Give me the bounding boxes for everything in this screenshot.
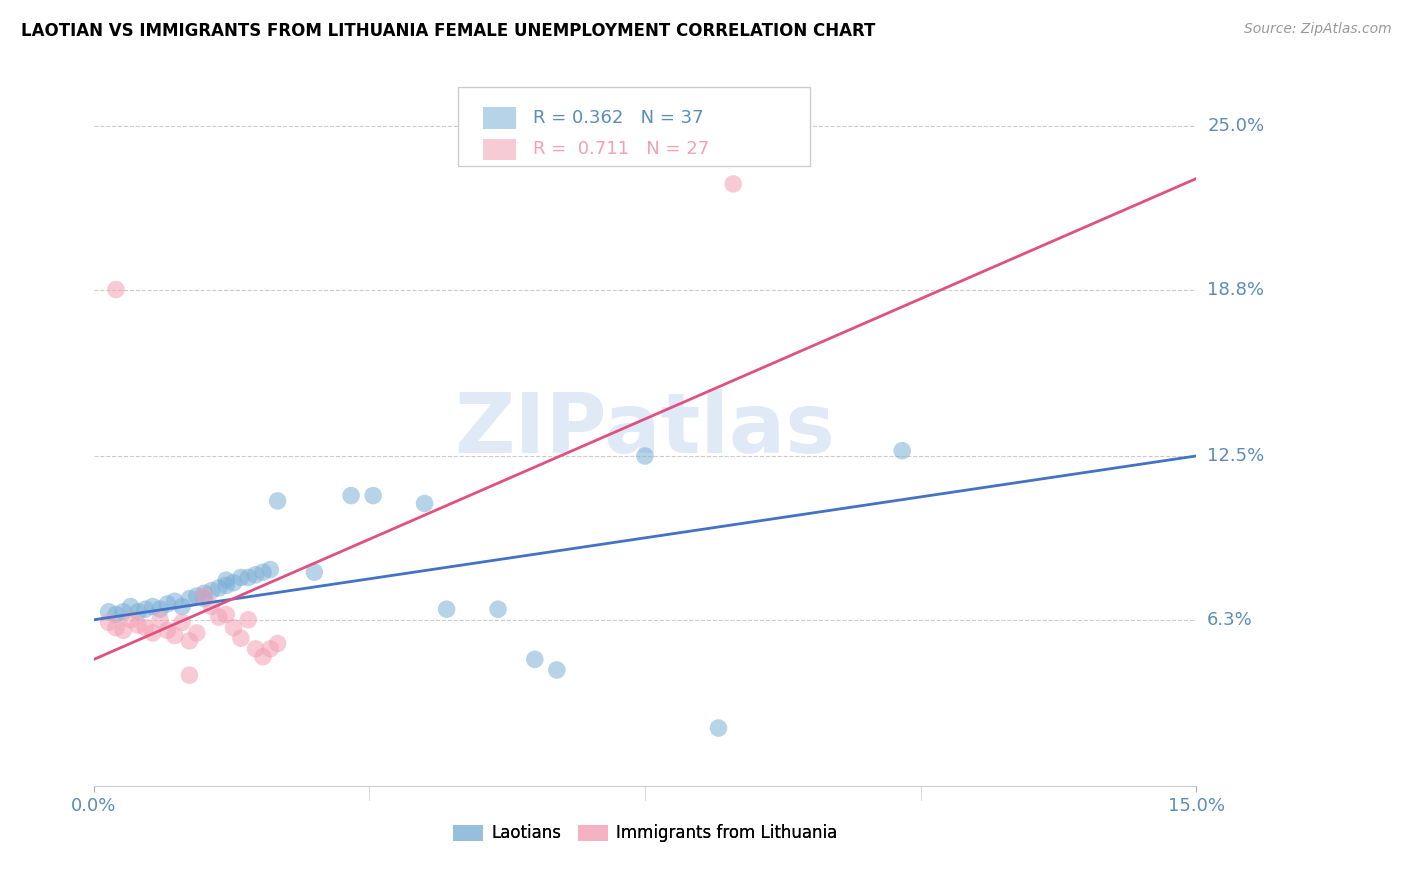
Y-axis label: Female Unemployment: Female Unemployment	[38, 333, 55, 526]
Point	[238, 570, 260, 584]
Point	[634, 449, 657, 463]
Text: 25.0%: 25.0%	[1208, 117, 1264, 135]
Point	[104, 283, 127, 297]
Point	[208, 581, 231, 595]
Point	[361, 489, 384, 503]
Point	[215, 607, 238, 622]
Point	[523, 652, 546, 666]
Point	[436, 602, 458, 616]
FancyBboxPatch shape	[484, 138, 516, 160]
Point	[112, 605, 135, 619]
Text: 18.8%: 18.8%	[1208, 281, 1264, 299]
Point	[186, 626, 208, 640]
Point	[215, 573, 238, 587]
FancyBboxPatch shape	[484, 107, 516, 128]
Text: R = 0.362   N = 37: R = 0.362 N = 37	[533, 109, 703, 127]
Point	[156, 597, 179, 611]
Point	[97, 615, 120, 630]
Point	[266, 494, 288, 508]
Point	[259, 563, 281, 577]
Point	[172, 599, 194, 614]
Point	[186, 589, 208, 603]
Text: Source: ZipAtlas.com: Source: ZipAtlas.com	[1244, 22, 1392, 37]
Point	[134, 602, 156, 616]
Point	[486, 602, 509, 616]
Point	[259, 641, 281, 656]
Text: LAOTIAN VS IMMIGRANTS FROM LITHUANIA FEMALE UNEMPLOYMENT CORRELATION CHART: LAOTIAN VS IMMIGRANTS FROM LITHUANIA FEM…	[21, 22, 876, 40]
Point	[252, 649, 274, 664]
FancyBboxPatch shape	[457, 87, 810, 166]
Point	[120, 613, 142, 627]
Point	[200, 583, 222, 598]
Point	[304, 565, 326, 579]
Text: R =  0.711   N = 27: R = 0.711 N = 27	[533, 140, 709, 158]
Text: 12.5%: 12.5%	[1208, 447, 1264, 465]
Point	[149, 602, 172, 616]
Text: ZIPatlas: ZIPatlas	[454, 389, 835, 470]
Point	[229, 632, 252, 646]
Point	[172, 615, 194, 630]
Point	[208, 610, 231, 624]
Point	[238, 613, 260, 627]
Point	[142, 599, 165, 614]
Point	[142, 626, 165, 640]
Point	[179, 591, 201, 606]
Point	[163, 594, 186, 608]
Point	[340, 489, 363, 503]
Point	[891, 443, 914, 458]
Point	[721, 177, 744, 191]
Point	[215, 578, 238, 592]
Point	[120, 599, 142, 614]
Point	[179, 633, 201, 648]
Point	[413, 496, 436, 510]
Point	[193, 591, 215, 606]
Point	[156, 624, 179, 638]
Point	[266, 636, 288, 650]
Point	[707, 721, 730, 735]
Point	[112, 624, 135, 638]
Point	[229, 570, 252, 584]
Point	[222, 575, 245, 590]
Point	[222, 621, 245, 635]
Point	[179, 668, 201, 682]
Point	[252, 565, 274, 579]
Point	[104, 607, 127, 622]
Point	[163, 629, 186, 643]
Point	[193, 589, 215, 603]
Legend: Laotians, Immigrants from Lithuania: Laotians, Immigrants from Lithuania	[446, 818, 844, 849]
Point	[97, 605, 120, 619]
Point	[149, 613, 172, 627]
Point	[127, 605, 149, 619]
Point	[134, 621, 156, 635]
Point	[546, 663, 568, 677]
Point	[200, 599, 222, 614]
Point	[127, 618, 149, 632]
Point	[245, 567, 267, 582]
Point	[193, 586, 215, 600]
Text: 6.3%: 6.3%	[1208, 611, 1253, 629]
Point	[245, 641, 267, 656]
Point	[104, 621, 127, 635]
